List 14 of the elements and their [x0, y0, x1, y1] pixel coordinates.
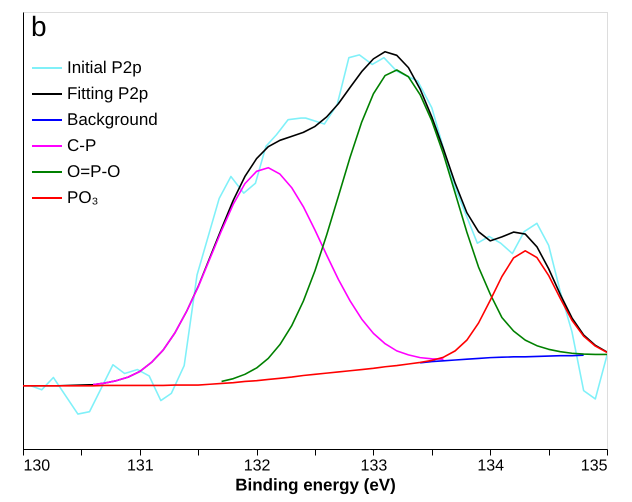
legend-label: Fitting P2p	[67, 84, 148, 103]
x-axis-title: Binding energy (eV)	[235, 476, 396, 494]
legend-label: Initial P2p	[67, 58, 142, 77]
legend-label: C-P	[67, 136, 96, 155]
x-tick-label: 133	[360, 458, 388, 474]
x-tick-label: 134	[477, 458, 504, 474]
text: b	[31, 11, 47, 42]
legend-label: Background	[67, 110, 158, 129]
x-tick-label: 132	[244, 458, 271, 474]
x-tick-label: 130	[24, 458, 50, 474]
x-tick-label: 135	[580, 458, 608, 474]
x-tick-label: 131	[126, 458, 154, 474]
legend-label: PO₃	[67, 188, 98, 207]
legend-label: O=P-O	[67, 162, 120, 181]
